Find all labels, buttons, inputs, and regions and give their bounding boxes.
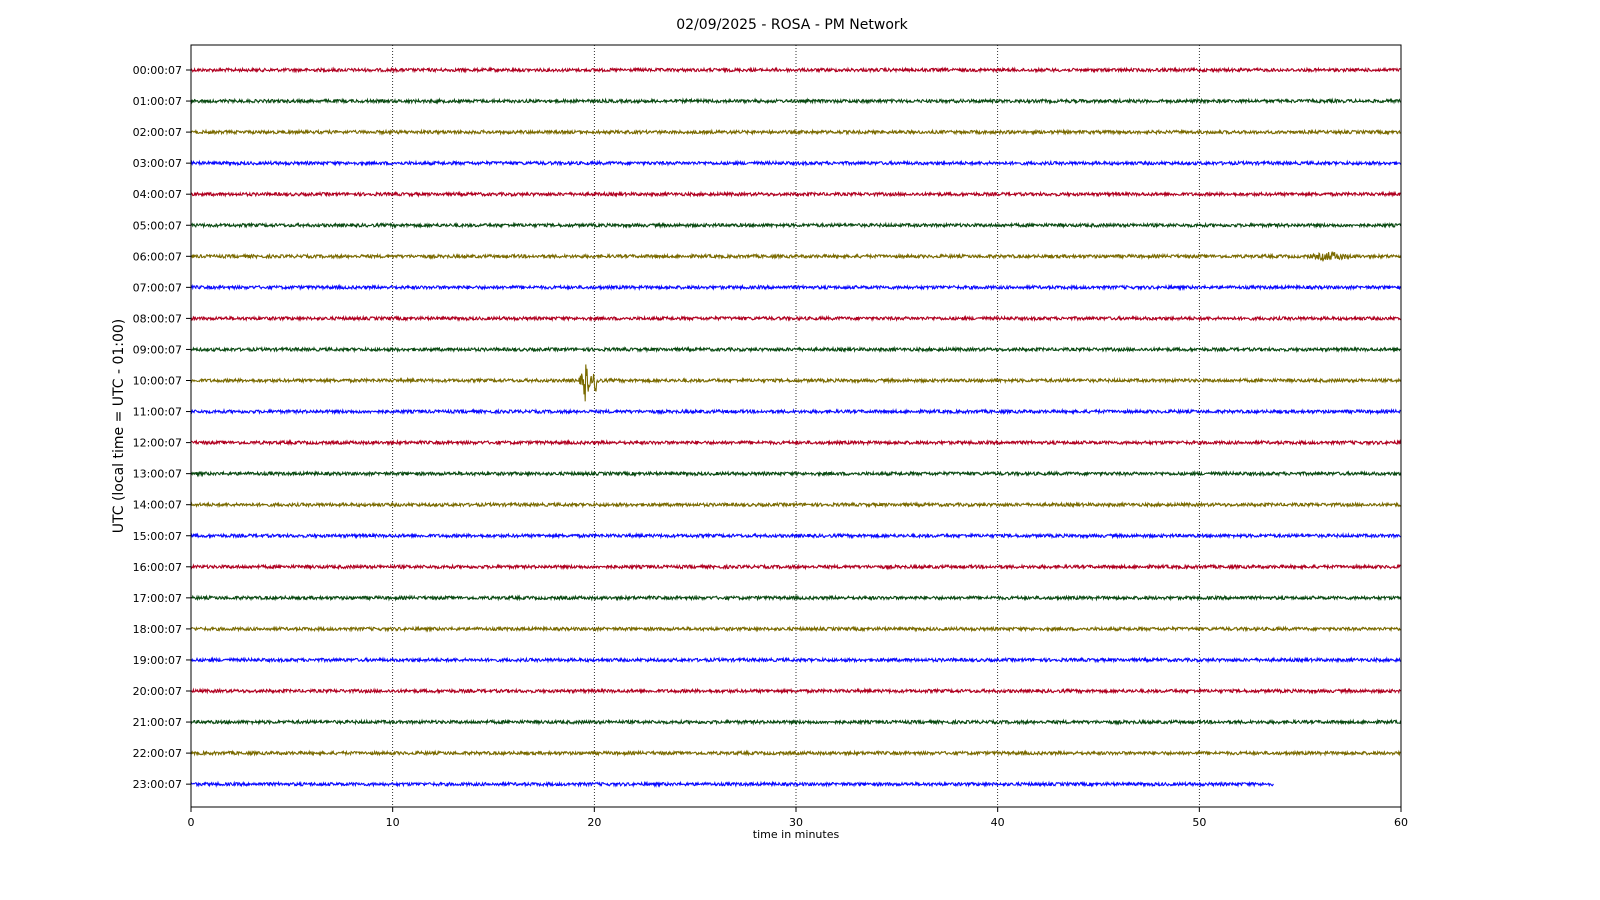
y-tick-label: 11:00:07 — [133, 406, 182, 419]
x-tick-label: 40 — [991, 816, 1005, 829]
y-tick-label: 02:00:07 — [133, 126, 182, 139]
trace-10-00-07 — [190, 364, 1402, 402]
trace-22-00-07 — [190, 749, 1401, 757]
trace-14-00-07 — [190, 500, 1402, 509]
y-tick-label: 00:00:07 — [133, 64, 182, 77]
y-tick-label: 20:00:07 — [133, 685, 182, 698]
x-tick-label: 10 — [386, 816, 400, 829]
trace-09-00-07 — [190, 345, 1401, 354]
y-tick-label: 08:00:07 — [133, 312, 182, 325]
trace-12-00-07 — [190, 438, 1402, 447]
trace-18-00-07 — [190, 625, 1402, 633]
y-tick-label: 01:00:07 — [133, 95, 182, 108]
y-tick-label: 05:00:07 — [133, 219, 182, 232]
trace-00-00-07 — [190, 66, 1401, 74]
y-tick-label: 09:00:07 — [133, 343, 182, 356]
trace-01-00-07 — [190, 97, 1401, 105]
trace-21-00-07 — [190, 718, 1402, 726]
trace-13-00-07 — [190, 469, 1402, 478]
x-tick-label: 0 — [188, 816, 195, 829]
trace-06-00-07 — [190, 251, 1402, 263]
trace-03-00-07 — [190, 159, 1402, 167]
y-tick-label: 07:00:07 — [133, 281, 182, 294]
trace-15-00-07 — [190, 532, 1401, 540]
y-tick-label: 21:00:07 — [133, 716, 182, 729]
trace-07-00-07 — [190, 283, 1402, 292]
x-axis: 0 10 20 30 40 50 60 — [188, 807, 1408, 829]
trace-08-00-07 — [190, 314, 1402, 323]
y-tick-label: 06:00:07 — [133, 250, 182, 263]
y-tick-label: 15:00:07 — [133, 530, 182, 543]
chart-title: 02/09/2025 - ROSA - PM Network — [676, 17, 908, 33]
y-tick-label: 13:00:07 — [133, 468, 182, 481]
y-tick-label: 12:00:07 — [133, 437, 182, 450]
y-tick-label: 17:00:07 — [133, 592, 182, 605]
trace-05-00-07 — [191, 221, 1402, 229]
y-tick-label: 22:00:07 — [133, 747, 182, 760]
y-tick-label: 23:00:07 — [133, 778, 182, 791]
trace-16-00-07 — [190, 563, 1402, 571]
grid-layer — [392, 45, 1200, 807]
y-tick-label: 04:00:07 — [133, 188, 182, 201]
y-tick-label: 16:00:07 — [133, 561, 182, 574]
y-tick-label: 18:00:07 — [133, 623, 182, 636]
y-axis: 00:00:07 01:00:07 02:00:07 03:00:07 04:00:07… — [133, 64, 191, 791]
trace-23-00-07 — [190, 780, 1274, 788]
y-axis-label: UTC (local time = UTC - 01:00) — [111, 319, 127, 534]
y-tick-label: 10:00:07 — [133, 375, 182, 388]
y-tick-label: 19:00:07 — [133, 654, 182, 667]
x-tick-label: 20 — [587, 816, 601, 829]
x-tick-label: 50 — [1192, 816, 1206, 829]
trace-02-00-07 — [190, 128, 1401, 136]
y-tick-label: 14:00:07 — [133, 499, 182, 512]
trace-04-00-07 — [190, 190, 1401, 198]
x-tick-label: 60 — [1394, 816, 1408, 829]
trace-19-00-07 — [190, 656, 1401, 664]
trace-20-00-07 — [190, 687, 1402, 695]
x-tick-label: 30 — [789, 816, 803, 829]
trace-17-00-07 — [190, 594, 1402, 602]
x-axis-label: time in minutes — [753, 828, 840, 841]
trace-11-00-07 — [190, 407, 1401, 416]
y-tick-label: 03:00:07 — [133, 157, 182, 170]
traces-layer — [190, 66, 1402, 788]
